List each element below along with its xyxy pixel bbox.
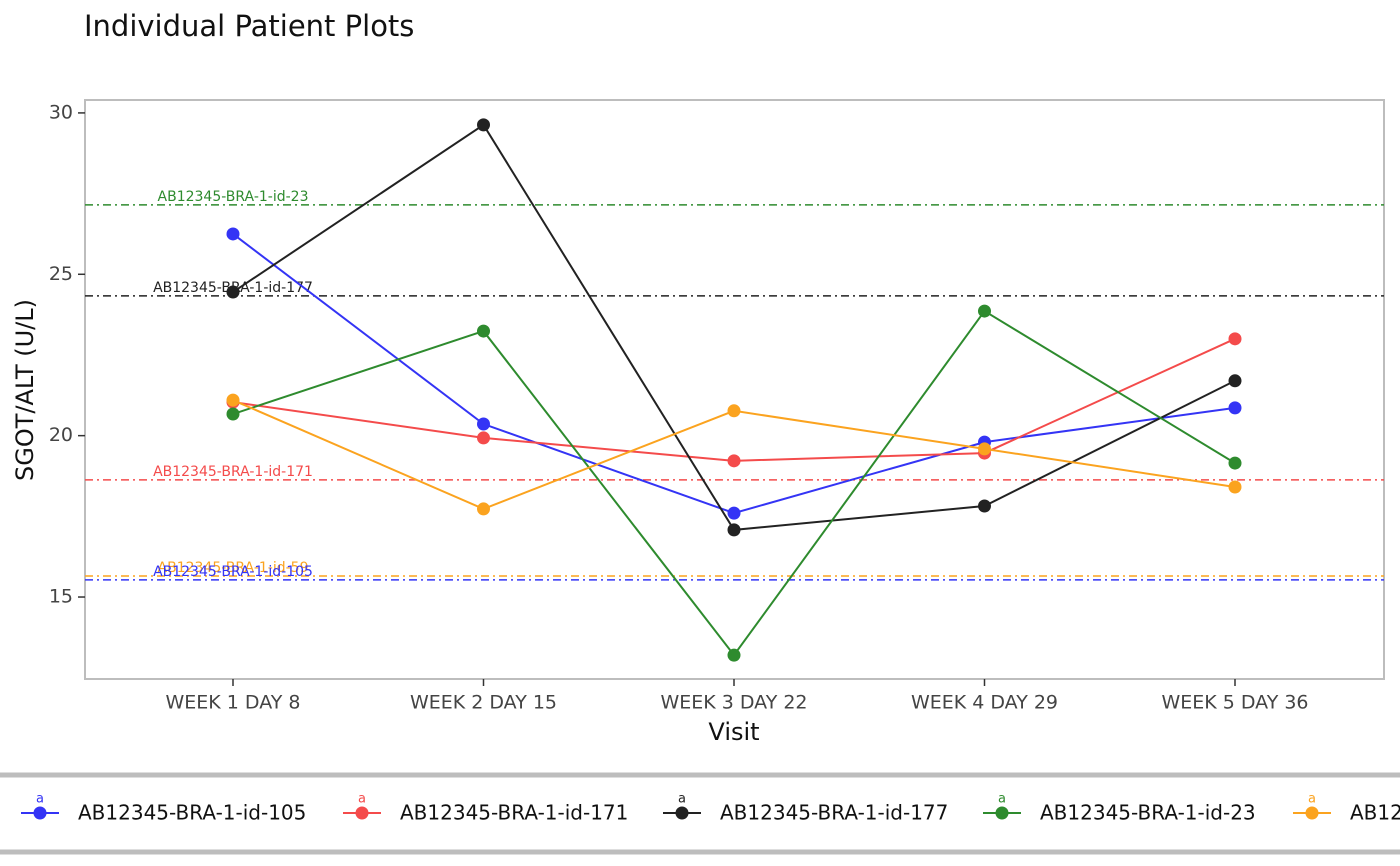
series-line <box>232 309 1236 657</box>
legend-marker <box>675 806 689 820</box>
data-point <box>727 404 741 418</box>
data-point <box>226 393 240 407</box>
data-point <box>477 118 490 132</box>
data-point <box>978 442 991 456</box>
legend-marker-text: a <box>36 792 44 807</box>
x-tick-label: WEEK 4 DAY 29 <box>911 692 1058 714</box>
data-point <box>727 523 741 537</box>
legend-marker-text: a <box>998 792 1006 807</box>
data-point <box>1228 374 1242 388</box>
y-tick-label: 25 <box>49 263 73 285</box>
data-point <box>477 502 490 516</box>
legend-label: AB12345-BRA-1-id-177 <box>720 801 948 825</box>
data-point <box>226 407 240 421</box>
y-axis-label: SGOT/ALT (U/L) <box>11 299 39 481</box>
legend-label: AB12345-BRA-1-id-23 <box>1040 801 1256 825</box>
chart-title: Individual Patient Plots <box>84 9 414 43</box>
legend-marker <box>33 806 47 820</box>
plot-frame <box>84 99 1385 680</box>
data-point <box>1228 480 1242 494</box>
data-point <box>727 506 741 520</box>
reference-label: AB12345-BRA-1-id-105 <box>153 564 313 580</box>
data-point <box>226 285 240 299</box>
x-tick-label: WEEK 2 DAY 15 <box>410 692 557 714</box>
data-point <box>1228 332 1242 346</box>
x-tick-label: WEEK 1 DAY 8 <box>166 692 301 714</box>
data-point <box>477 417 490 431</box>
data-point <box>1228 456 1242 470</box>
legend-marker <box>995 806 1009 820</box>
series-line <box>232 233 1236 515</box>
data-point <box>727 454 741 468</box>
data-point <box>727 648 741 662</box>
data-point <box>226 227 240 241</box>
y-tick-label: 20 <box>49 424 73 446</box>
data-point <box>477 324 490 338</box>
legend-marker-text: a <box>678 792 686 807</box>
legend-marker-text: a <box>358 792 366 807</box>
data-point <box>477 431 490 445</box>
reference-label: AB12345-BRA-1-id-23 <box>158 189 309 205</box>
x-tick-label: WEEK 5 DAY 36 <box>1161 692 1308 714</box>
reference-label: AB12345-BRA-1-id-171 <box>153 464 313 480</box>
series-line <box>232 123 1236 531</box>
legend-label: AB12345-BRA-1-id-59 <box>1350 801 1400 825</box>
data-point <box>978 304 991 318</box>
data-point <box>978 499 991 513</box>
y-tick-label: 15 <box>49 586 73 608</box>
reference-label: AB12345-BRA-1-id-59 <box>158 560 309 576</box>
data-point <box>1228 401 1242 415</box>
series-line <box>232 337 1236 462</box>
y-tick-label: 30 <box>49 101 73 123</box>
x-axis-label: Visit <box>708 718 759 746</box>
legend-marker-text: a <box>1308 792 1316 807</box>
legend-label: AB12345-BRA-1-id-105 <box>78 801 306 825</box>
legend-marker <box>355 806 369 820</box>
x-tick-label: WEEK 3 DAY 22 <box>660 692 807 714</box>
legend-label: AB12345-BRA-1-id-171 <box>400 801 628 825</box>
legend-marker <box>1305 806 1319 820</box>
